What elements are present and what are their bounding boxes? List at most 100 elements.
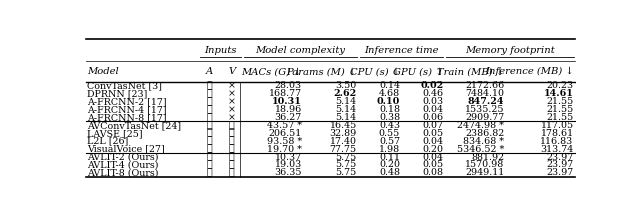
Text: Model complexity: Model complexity bbox=[255, 45, 346, 54]
Text: 1535.25: 1535.25 bbox=[465, 105, 504, 114]
Text: ✓: ✓ bbox=[228, 145, 234, 154]
Text: 0.06: 0.06 bbox=[422, 113, 444, 122]
Text: Inference time: Inference time bbox=[364, 45, 439, 54]
Text: 5.75: 5.75 bbox=[335, 168, 356, 177]
Text: ✓: ✓ bbox=[207, 161, 212, 170]
Text: ✓: ✓ bbox=[228, 168, 234, 177]
Text: 5.14: 5.14 bbox=[335, 97, 356, 106]
Text: GPU (s) ↓: GPU (s) ↓ bbox=[393, 67, 444, 76]
Text: ✓: ✓ bbox=[207, 121, 212, 130]
Text: ConvTasNet [3]: ConvTasNet [3] bbox=[88, 81, 163, 90]
Text: 17.40: 17.40 bbox=[330, 137, 356, 146]
Text: AVLIT-2 (Ours): AVLIT-2 (Ours) bbox=[88, 153, 159, 162]
Text: 10.37: 10.37 bbox=[275, 153, 302, 162]
Text: ✓: ✓ bbox=[207, 153, 212, 162]
Text: 21.55: 21.55 bbox=[547, 113, 573, 122]
Text: 23.97: 23.97 bbox=[547, 153, 573, 162]
Text: ✓: ✓ bbox=[207, 81, 212, 90]
Text: MACs (G) ↓: MACs (G) ↓ bbox=[241, 67, 302, 76]
Text: ✓: ✓ bbox=[207, 105, 212, 114]
Text: 5346.52 *: 5346.52 * bbox=[457, 145, 504, 154]
Text: 3.50: 3.50 bbox=[335, 81, 356, 90]
Text: 0.03: 0.03 bbox=[422, 97, 444, 106]
Text: 1570.98: 1570.98 bbox=[465, 161, 504, 170]
Text: 0.55: 0.55 bbox=[379, 129, 400, 138]
Text: 0.04: 0.04 bbox=[422, 105, 444, 114]
Text: 28.03: 28.03 bbox=[275, 81, 302, 90]
Text: 5.75: 5.75 bbox=[335, 153, 356, 162]
Text: 1.98: 1.98 bbox=[379, 145, 400, 154]
Text: ✓: ✓ bbox=[228, 153, 234, 162]
Text: CPU (s) ↓: CPU (s) ↓ bbox=[350, 67, 400, 76]
Text: 0.11: 0.11 bbox=[379, 153, 400, 162]
Text: AVLIT-8 (Ours): AVLIT-8 (Ours) bbox=[88, 168, 159, 177]
Text: 43.57 *: 43.57 * bbox=[267, 121, 302, 130]
Text: 23.97: 23.97 bbox=[547, 168, 573, 177]
Text: 116.83: 116.83 bbox=[540, 137, 573, 146]
Text: Inputs: Inputs bbox=[204, 45, 237, 54]
Text: ✓: ✓ bbox=[207, 89, 212, 98]
Text: 77.75: 77.75 bbox=[330, 145, 356, 154]
Text: 0.57: 0.57 bbox=[379, 137, 400, 146]
Text: 0.20: 0.20 bbox=[379, 161, 400, 170]
Text: ×: × bbox=[228, 105, 236, 114]
Text: ✓: ✓ bbox=[207, 137, 212, 146]
Text: ×: × bbox=[228, 89, 236, 98]
Text: 0.05: 0.05 bbox=[422, 129, 444, 138]
Text: 0.04: 0.04 bbox=[422, 137, 444, 146]
Text: LAVSE [25]: LAVSE [25] bbox=[88, 129, 143, 138]
Text: 19.70 *: 19.70 * bbox=[267, 145, 302, 154]
Text: 0.02: 0.02 bbox=[420, 81, 444, 90]
Text: 0.04: 0.04 bbox=[422, 153, 444, 162]
Text: 5.75: 5.75 bbox=[335, 161, 356, 170]
Text: ×: × bbox=[228, 113, 236, 122]
Text: 21.55: 21.55 bbox=[547, 105, 573, 114]
Text: 0.05: 0.05 bbox=[422, 161, 444, 170]
Text: 0.14: 0.14 bbox=[379, 81, 400, 90]
Text: VisualVoice [27]: VisualVoice [27] bbox=[88, 145, 165, 154]
Text: ✓: ✓ bbox=[207, 129, 212, 138]
Text: 0.46: 0.46 bbox=[422, 89, 444, 98]
Text: A: A bbox=[206, 67, 213, 76]
Text: ✓: ✓ bbox=[228, 137, 234, 146]
Text: 0.10: 0.10 bbox=[377, 97, 400, 106]
Text: 2949.11: 2949.11 bbox=[465, 168, 504, 177]
Text: 834.68 *: 834.68 * bbox=[463, 137, 504, 146]
Text: 20.23: 20.23 bbox=[547, 81, 573, 90]
Text: 7484.10: 7484.10 bbox=[465, 89, 504, 98]
Text: 0.43: 0.43 bbox=[379, 121, 400, 130]
Text: AVConvTasNet [24]: AVConvTasNet [24] bbox=[88, 121, 182, 130]
Text: 16.45: 16.45 bbox=[330, 121, 356, 130]
Text: Train (MB) ↓: Train (MB) ↓ bbox=[437, 67, 504, 76]
Text: 0.48: 0.48 bbox=[379, 168, 400, 177]
Text: 206.51: 206.51 bbox=[269, 129, 302, 138]
Text: ×: × bbox=[228, 81, 236, 90]
Text: ✓: ✓ bbox=[207, 97, 212, 106]
Text: ✓: ✓ bbox=[228, 129, 234, 138]
Text: A-FRCNN-4 [17]: A-FRCNN-4 [17] bbox=[88, 105, 167, 114]
Text: 2.62: 2.62 bbox=[333, 89, 356, 98]
Text: ×: × bbox=[228, 97, 236, 106]
Text: 2172.66: 2172.66 bbox=[465, 81, 504, 90]
Text: 18.96: 18.96 bbox=[275, 105, 302, 114]
Text: 117.05: 117.05 bbox=[540, 121, 573, 130]
Text: A-FRCNN-2 [17]: A-FRCNN-2 [17] bbox=[88, 97, 167, 106]
Text: 10.31: 10.31 bbox=[272, 97, 302, 106]
Text: 36.35: 36.35 bbox=[275, 168, 302, 177]
Text: 0.38: 0.38 bbox=[379, 113, 400, 122]
Text: 881.92: 881.92 bbox=[471, 153, 504, 162]
Text: Model: Model bbox=[88, 67, 119, 76]
Text: Inference (MB) ↓: Inference (MB) ↓ bbox=[484, 67, 573, 76]
Text: 19.03: 19.03 bbox=[275, 161, 302, 170]
Text: 93.58 *: 93.58 * bbox=[267, 137, 302, 146]
Text: 0.07: 0.07 bbox=[422, 121, 444, 130]
Text: 14.61: 14.61 bbox=[543, 89, 573, 98]
Text: Params (M) ↓: Params (M) ↓ bbox=[287, 67, 356, 76]
Text: A-FRCNN-8 [17]: A-FRCNN-8 [17] bbox=[88, 113, 167, 122]
Text: ✓: ✓ bbox=[228, 121, 234, 130]
Text: 178.61: 178.61 bbox=[540, 129, 573, 138]
Text: 23.97: 23.97 bbox=[547, 161, 573, 170]
Text: 2386.82: 2386.82 bbox=[465, 129, 504, 138]
Text: ✓: ✓ bbox=[207, 113, 212, 122]
Text: ✓: ✓ bbox=[207, 145, 212, 154]
